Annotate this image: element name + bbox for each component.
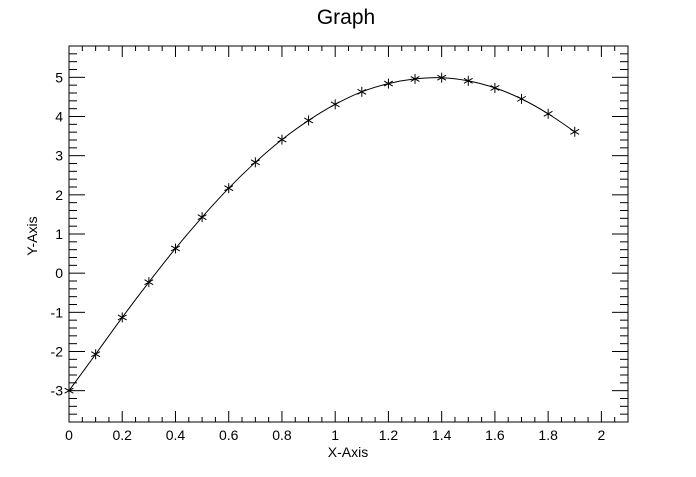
data-point-marker xyxy=(357,86,367,97)
y-axis-label: Y-Axis xyxy=(24,216,40,255)
y-tick-label: 1 xyxy=(55,226,63,242)
x-tick-label: 1.8 xyxy=(538,427,558,443)
x-tick-label: 2 xyxy=(597,427,605,443)
x-tick-label: 1 xyxy=(331,427,339,443)
x-axis: 0 0.2 0.4 0.6 0.8 1 1.2 1.4 1.6 1.8 2 xyxy=(65,46,629,443)
data-point-marker xyxy=(330,99,340,110)
x-tick-label: 0.8 xyxy=(272,427,292,443)
data-point-marker xyxy=(303,115,314,126)
y-tick-label: 4 xyxy=(55,109,63,125)
data-point-marker xyxy=(277,134,287,145)
x-tick-label: 0.4 xyxy=(166,427,186,443)
y-tick-label: 5 xyxy=(55,69,63,85)
data-point-marker xyxy=(91,349,101,360)
data-point-marker xyxy=(383,78,394,89)
y-tick-label: -2 xyxy=(51,344,64,360)
x-tick-label: 1.4 xyxy=(432,427,452,443)
x-tick-label: 1.2 xyxy=(379,427,399,443)
x-axis-label: X-Axis xyxy=(328,444,368,460)
y-tick-label: 3 xyxy=(55,148,63,164)
x-tick-label: 0 xyxy=(65,427,73,443)
y-axis: -3 -2 -1 0 1 2 3 4 5 xyxy=(51,45,628,423)
data-point-marker xyxy=(570,126,580,137)
y-tick-label: -3 xyxy=(51,383,64,399)
data-point-marker xyxy=(64,385,74,396)
x-tick-label: 1.6 xyxy=(485,427,505,443)
data-point-marker xyxy=(490,82,500,93)
data-markers xyxy=(64,72,580,396)
y-tick-label: -1 xyxy=(51,304,64,320)
y-tick-label: 0 xyxy=(55,265,63,281)
data-point-marker xyxy=(224,183,234,194)
x-tick-label: 0.2 xyxy=(113,427,133,443)
data-point-marker xyxy=(437,72,447,83)
data-point-marker xyxy=(410,73,420,84)
data-point-marker xyxy=(117,312,127,323)
chart-title: Graph xyxy=(317,6,375,29)
data-point-marker xyxy=(170,243,181,254)
data-point-marker xyxy=(144,277,154,288)
data-point-marker xyxy=(516,93,527,104)
data-point-marker xyxy=(463,75,473,86)
y-tick-label: 2 xyxy=(55,187,63,203)
x-tick-label: 0.6 xyxy=(219,427,239,443)
data-point-marker xyxy=(543,108,553,119)
data-point-marker xyxy=(197,212,207,223)
data-point-marker xyxy=(250,157,260,168)
